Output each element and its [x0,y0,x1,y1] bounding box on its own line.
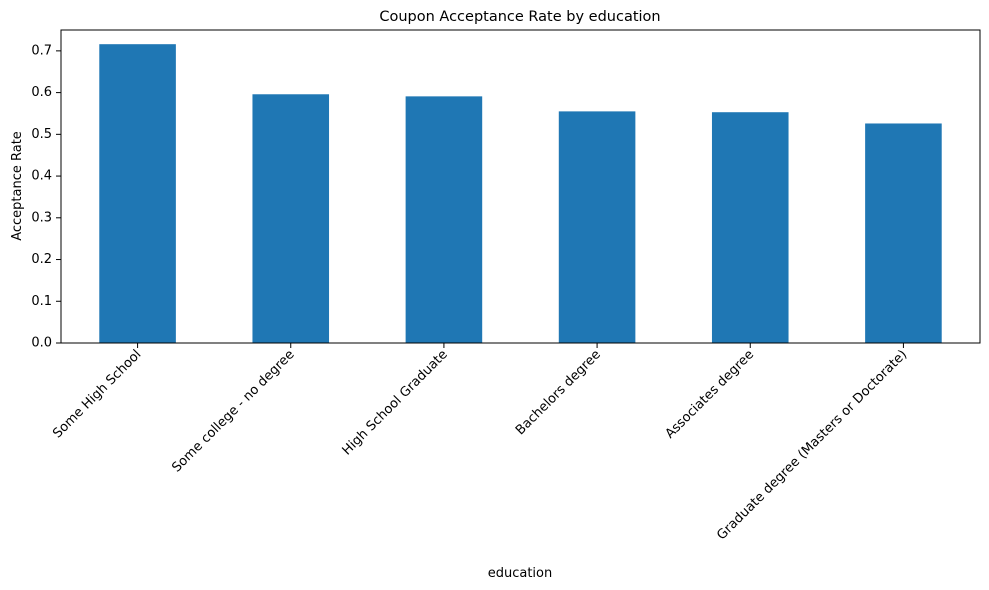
x-tick-label: Bachelors degree [513,347,604,438]
x-tick-label: Some college - no degree [169,347,297,475]
bar-3 [405,96,483,343]
x-tick-label: High School Graduate [340,347,451,458]
x-axis-label: education [488,566,553,581]
y-tick-label: 0.6 [31,85,52,100]
plot-frame [60,29,981,344]
y-axis-ticks: 0.0 0.1 0.2 0.3 0.4 0.5 0.6 0.7 [31,43,61,351]
y-tick-label: 0.7 [31,43,52,58]
y-tick-label: 0.1 [31,294,52,309]
y-tick-label: 0.0 [31,336,52,351]
x-tick-label: Graduate degree (Masters or Doctorate) [714,347,910,543]
chart-title: Coupon Acceptance Rate by education [379,9,660,25]
bar-1 [99,44,176,343]
y-tick-label: 0.4 [31,169,52,184]
x-axis-ticks: Some High School Some college - no degree… [50,343,910,543]
y-tick-label: 0.2 [31,252,52,267]
y-tick-label: 0.5 [31,127,52,142]
x-tick-label: Some High School [50,347,144,441]
bars-layer [99,44,942,344]
bar-4 [558,111,636,343]
bar-2 [252,94,330,344]
bar-6 [865,123,942,343]
x-tick-label: Associates degree [663,347,758,442]
bar-5 [711,112,789,344]
y-axis-label: Acceptance Rate [10,131,25,241]
y-tick-label: 0.3 [31,210,52,225]
